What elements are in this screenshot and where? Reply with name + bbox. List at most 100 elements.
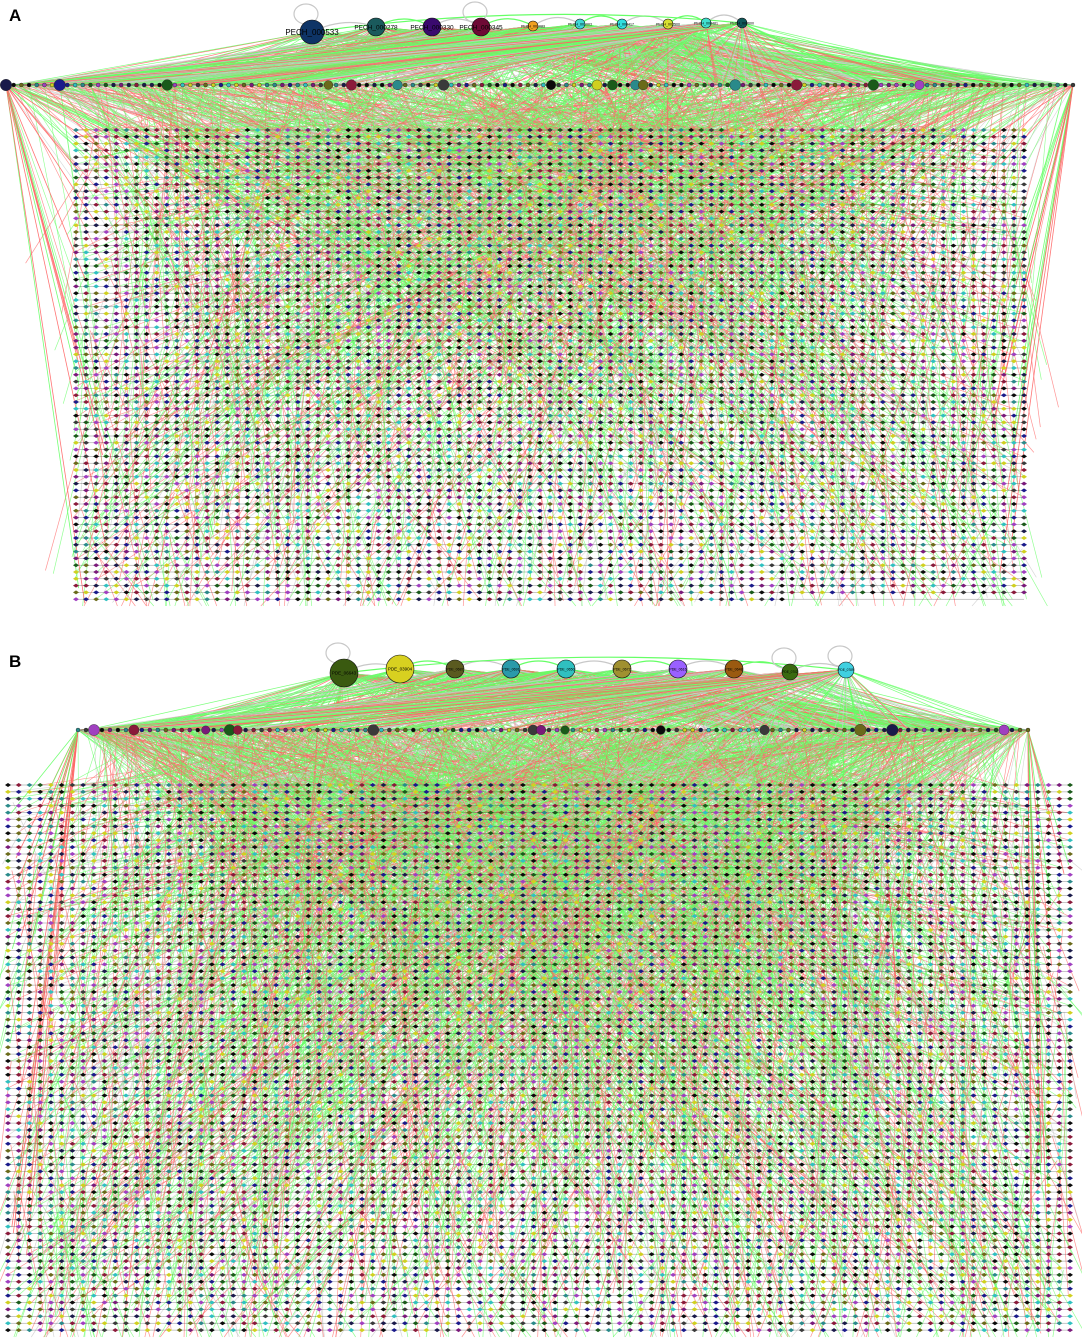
grid-node <box>789 202 796 207</box>
grid-node <box>980 264 987 268</box>
grid-node <box>526 162 533 166</box>
grid-node <box>819 148 826 153</box>
grid-node <box>153 148 160 153</box>
grid-node <box>859 141 866 146</box>
grid-node <box>365 162 372 166</box>
grid-node <box>577 168 584 173</box>
grid-node <box>1000 175 1007 180</box>
grid-node <box>536 189 543 194</box>
grid-node <box>274 223 281 228</box>
grid-node <box>496 134 503 139</box>
grid-node <box>1000 202 1007 207</box>
mid-row-node <box>571 82 577 88</box>
grid-node <box>355 134 362 139</box>
grid-node <box>83 338 90 343</box>
grid-node <box>668 209 675 214</box>
grid-node <box>123 366 130 370</box>
grid-node <box>355 162 362 166</box>
grid-node <box>375 189 382 194</box>
grid-node <box>960 372 967 377</box>
grid-node <box>536 128 543 132</box>
grid-node <box>728 209 735 214</box>
grid-node <box>738 216 745 221</box>
grid-node <box>869 148 876 153</box>
grid-node <box>244 175 251 180</box>
grid-node <box>990 209 997 214</box>
grid-node <box>657 148 664 153</box>
grid-node <box>990 284 997 289</box>
grid-node <box>133 196 140 200</box>
grid-node <box>960 298 967 302</box>
grid-node <box>173 141 180 146</box>
grid-node <box>940 168 947 173</box>
grid-node <box>73 162 79 166</box>
grid-node <box>103 386 110 391</box>
grid-node <box>355 196 362 200</box>
grid-node <box>466 196 473 200</box>
grid-node <box>415 182 422 187</box>
grid-node <box>143 141 150 146</box>
grid-node <box>496 202 503 207</box>
grid-node <box>113 128 120 132</box>
grid-node <box>597 134 604 139</box>
grid-node <box>234 216 241 221</box>
grid-node <box>869 134 876 139</box>
grid-node <box>536 141 543 146</box>
grid-node <box>183 175 190 180</box>
grid-node <box>617 128 624 132</box>
grid-node <box>668 202 675 207</box>
grid-node <box>436 134 443 139</box>
grid-node <box>980 304 987 309</box>
mid-row-node <box>88 82 93 88</box>
grid-node <box>254 202 261 207</box>
grid-node <box>486 196 493 200</box>
grid-node <box>778 189 785 194</box>
grid-node <box>325 216 332 221</box>
grid-node <box>970 338 977 343</box>
grid-node <box>123 236 130 241</box>
grid-node <box>274 338 281 343</box>
mid-row-node <box>602 82 607 88</box>
grid-node <box>234 202 241 207</box>
grid-node <box>617 162 624 166</box>
grid-node <box>718 162 725 166</box>
grid-node <box>799 196 806 200</box>
grid-node <box>547 155 553 160</box>
grid-node <box>617 216 624 221</box>
grid-node <box>516 202 523 207</box>
grid-node <box>819 168 826 173</box>
grid-node <box>103 264 110 268</box>
grid-node <box>103 406 110 411</box>
grid-node <box>738 162 745 166</box>
grid-node <box>496 447 503 452</box>
grid-node <box>960 216 967 221</box>
grid-node <box>315 128 322 132</box>
grid-node <box>920 141 927 146</box>
grid-node <box>466 182 473 187</box>
grid-node <box>304 162 311 166</box>
grid-node <box>748 196 755 200</box>
grid-node <box>415 202 422 207</box>
grid-node <box>708 202 715 207</box>
grid-node <box>799 175 806 180</box>
grid-node <box>698 134 705 139</box>
grid-node <box>930 134 937 139</box>
grid-node <box>163 168 170 173</box>
grid-node <box>930 175 937 180</box>
grid-node <box>456 209 463 214</box>
mid-row-node <box>134 82 139 88</box>
grid-node <box>284 141 291 146</box>
grid-node <box>284 209 291 214</box>
grid-node <box>335 175 342 180</box>
grid-node <box>1000 209 1007 214</box>
grid-node <box>153 128 160 132</box>
grid-node <box>183 182 190 187</box>
grid-node <box>1021 454 1027 459</box>
grid-node <box>446 216 453 221</box>
grid-node <box>940 454 947 459</box>
grid-node <box>405 209 412 214</box>
mid-row-node <box>1001 82 1007 88</box>
grid-node <box>163 134 170 139</box>
grid-node <box>325 155 332 160</box>
grid-node <box>375 148 382 153</box>
